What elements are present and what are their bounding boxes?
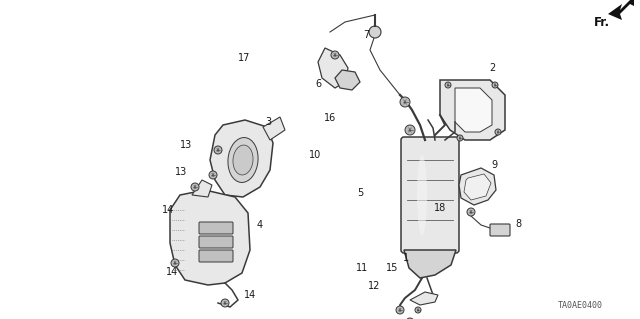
Ellipse shape xyxy=(417,155,427,235)
Circle shape xyxy=(457,135,463,141)
Text: 8: 8 xyxy=(515,219,521,229)
Text: 2: 2 xyxy=(489,63,495,73)
Circle shape xyxy=(406,318,414,319)
FancyBboxPatch shape xyxy=(401,137,459,253)
Ellipse shape xyxy=(233,145,253,175)
Text: 11: 11 xyxy=(356,263,368,273)
Circle shape xyxy=(221,299,229,307)
Polygon shape xyxy=(440,80,505,140)
Text: 7: 7 xyxy=(363,30,369,40)
Polygon shape xyxy=(210,120,273,197)
Circle shape xyxy=(331,51,339,59)
Circle shape xyxy=(369,26,381,38)
FancyBboxPatch shape xyxy=(490,224,510,236)
Text: 18: 18 xyxy=(434,203,446,213)
Circle shape xyxy=(191,183,199,191)
Text: 5: 5 xyxy=(357,188,363,198)
Polygon shape xyxy=(410,292,438,305)
Text: TA0AE0400: TA0AE0400 xyxy=(557,300,602,309)
Circle shape xyxy=(209,171,217,179)
Circle shape xyxy=(400,97,410,107)
Text: 6: 6 xyxy=(315,79,321,89)
FancyBboxPatch shape xyxy=(199,222,233,234)
Polygon shape xyxy=(608,0,634,20)
Text: 14: 14 xyxy=(244,290,256,300)
Polygon shape xyxy=(318,48,348,88)
Text: Fr.: Fr. xyxy=(594,16,610,28)
Circle shape xyxy=(214,146,222,154)
Circle shape xyxy=(405,125,415,135)
Polygon shape xyxy=(170,190,250,285)
Text: 16: 16 xyxy=(324,113,336,123)
Polygon shape xyxy=(263,117,285,140)
Text: 14: 14 xyxy=(162,205,174,215)
Text: 13: 13 xyxy=(180,140,192,150)
Text: 12: 12 xyxy=(368,281,380,291)
Circle shape xyxy=(495,129,501,135)
Polygon shape xyxy=(459,168,496,205)
Text: 9: 9 xyxy=(491,160,497,170)
Circle shape xyxy=(492,82,498,88)
Circle shape xyxy=(467,208,475,216)
Text: 14: 14 xyxy=(166,267,178,277)
Circle shape xyxy=(445,82,451,88)
Text: 1: 1 xyxy=(403,253,409,263)
Circle shape xyxy=(171,259,179,267)
Text: 13: 13 xyxy=(175,167,187,177)
Polygon shape xyxy=(192,180,212,197)
Text: 10: 10 xyxy=(309,150,321,160)
Circle shape xyxy=(415,307,421,313)
Text: 17: 17 xyxy=(238,53,250,63)
FancyBboxPatch shape xyxy=(199,250,233,262)
Polygon shape xyxy=(404,250,456,278)
Text: 4: 4 xyxy=(257,220,263,230)
Ellipse shape xyxy=(228,137,258,182)
Circle shape xyxy=(396,306,404,314)
Polygon shape xyxy=(455,88,492,132)
Text: 3: 3 xyxy=(265,117,271,127)
Polygon shape xyxy=(464,174,491,200)
Polygon shape xyxy=(335,70,360,90)
FancyBboxPatch shape xyxy=(199,236,233,248)
Text: 15: 15 xyxy=(386,263,398,273)
